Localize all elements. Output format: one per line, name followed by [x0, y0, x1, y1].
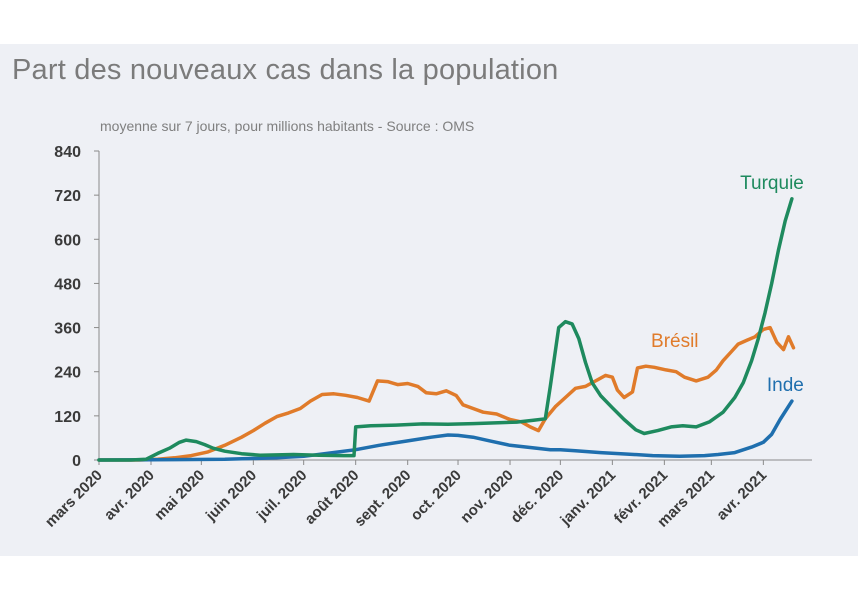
- series-label-inde: Inde: [767, 375, 804, 396]
- y-tick-label: 720: [54, 188, 81, 205]
- series-labels: Brésil Inde Turquie: [651, 173, 804, 396]
- y-tick-label: 240: [54, 365, 81, 382]
- x-tick-label: janv. 2021: [557, 467, 620, 530]
- x-tick-label: oct. 2020: [407, 467, 464, 524]
- x-tick-label: avr. 2020: [101, 467, 158, 524]
- x-tick-label: mai 2020: [151, 467, 208, 524]
- y-tick-label: 360: [54, 321, 81, 338]
- y-tick-label: 840: [54, 144, 81, 161]
- series-label-turquie: Turquie: [740, 173, 804, 194]
- series-label-bresil: Brésil: [651, 331, 699, 352]
- y-tick-label: 480: [54, 276, 81, 293]
- y-tick-label: 0: [72, 453, 81, 470]
- chart-title: Part des nouveaux cas dans la population: [12, 54, 559, 86]
- chart-panel: [0, 44, 858, 556]
- x-tick-label: sept. 2020: [351, 467, 414, 530]
- series-line-turquie: [97, 197, 794, 462]
- chart-series: [97, 197, 796, 462]
- chart-subtitle: moyenne sur 7 jours, pour millions habit…: [100, 118, 475, 134]
- x-tick-label: juin 2020: [202, 467, 260, 525]
- y-tick-label: 600: [54, 232, 81, 249]
- y-tick-label: 120: [54, 409, 81, 426]
- x-tick-label: mars 2020: [42, 467, 106, 531]
- x-tick-label: nov. 2020: [457, 467, 517, 527]
- x-tick-label: avr. 2021: [713, 467, 770, 524]
- series-line-inde: [97, 399, 794, 462]
